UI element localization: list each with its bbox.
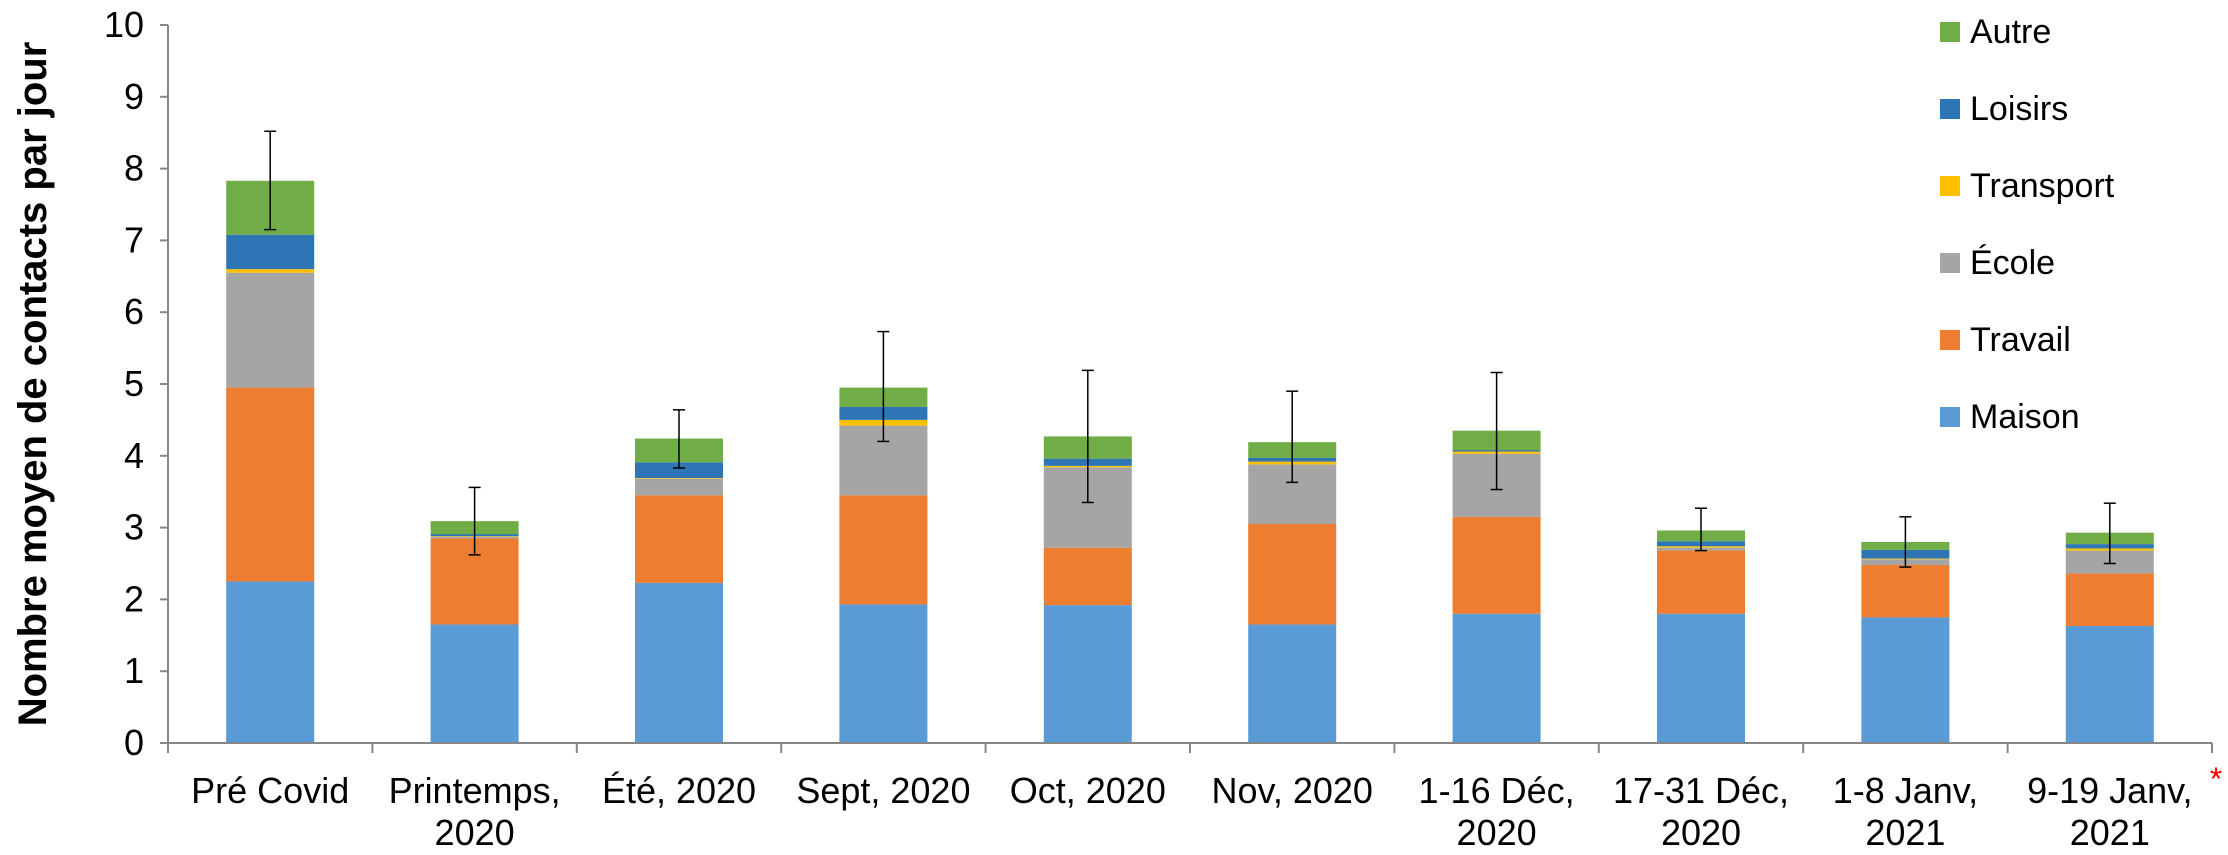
legend-swatch (1940, 99, 1960, 119)
x-category-label: Printemps, (389, 770, 561, 811)
x-category-label: Nov, 2020 (1211, 770, 1372, 811)
legend-label: Maison (1970, 398, 2080, 436)
bar-segment-maison (1043, 605, 1132, 743)
bar-segment-maison (839, 604, 928, 743)
y-tick-label: 4 (124, 435, 144, 476)
error-bars-layer (264, 130, 2116, 568)
y-tick-label: 9 (124, 76, 144, 117)
y-tick-label: 5 (124, 363, 144, 404)
bar-segment-maison (1861, 617, 1950, 743)
y-tick-label: 1 (124, 650, 144, 691)
bar-segment-ecole (226, 272, 315, 388)
axes-layer (160, 24, 2213, 753)
bar-segment-travail (839, 495, 928, 605)
legend-swatch (1940, 407, 1960, 427)
x-category-label: 2020 (435, 812, 515, 853)
x-category-label: 1-8 Janv, (1833, 770, 1978, 811)
legend-label: Transport (1970, 167, 2115, 205)
bar-segment-travail (2065, 573, 2154, 626)
x-category-label: 2020 (1661, 812, 1741, 853)
x-category-label: Sept, 2020 (796, 770, 970, 811)
y-axis-title: Nombre moyen de contacts par jour (11, 42, 55, 727)
legend-label: Autre (1970, 13, 2051, 51)
legend: Autre Loisirs Transport École Travail Maison (1940, 13, 2115, 436)
annotation-asterisk: * (2210, 761, 2222, 797)
bars-layer (226, 180, 2154, 743)
x-category-label: 1-16 Déc, (1419, 770, 1575, 811)
bar-segment-travail (635, 495, 723, 583)
x-category-label: 17-31 Déc, (1613, 770, 1789, 811)
bar-segment-maison (635, 582, 723, 743)
y-tick-labels: 0 1 2 3 4 5 6 7 8 9 10 (104, 4, 144, 763)
y-tick-label: 8 (124, 148, 144, 189)
y-tick-label: 3 (124, 507, 144, 548)
bar-segment-travail (1248, 524, 1337, 625)
legend-label: Travail (1970, 321, 2071, 359)
y-tick-label: 10 (104, 4, 144, 45)
legend-swatch (1940, 176, 1960, 196)
bar-segment-loisirs (226, 234, 315, 270)
x-category-label: 9-19 Janv, (2027, 770, 2192, 811)
bar-segment-travail (1043, 547, 1132, 606)
legend-swatch (1940, 330, 1960, 350)
bar-segment-maison (1657, 613, 1745, 743)
y-tick-label: 0 (124, 722, 144, 763)
legend-swatch (1940, 22, 1960, 42)
x-category-label: 2021 (2070, 812, 2150, 853)
bar-segment-travail (226, 387, 315, 582)
x-category-label: Oct, 2020 (1010, 770, 1166, 811)
x-category-label: 2020 (1457, 812, 1537, 853)
bar-segment-maison (1452, 613, 1541, 743)
legend-swatch (1940, 253, 1960, 273)
bar-segment-maison (430, 624, 519, 743)
x-category-label: Été, 2020 (602, 770, 756, 811)
bar-segment-travail (1452, 516, 1541, 614)
bar-segment-ecole (635, 478, 723, 496)
y-tick-label: 6 (124, 291, 144, 332)
legend-label: École (1970, 244, 2055, 282)
x-category-label: Pré Covid (191, 770, 349, 811)
bar-segment-transport (226, 269, 315, 273)
bar-segment-travail (1657, 550, 1745, 614)
bar-segment-maison (226, 581, 315, 743)
x-category-label: 2021 (1865, 812, 1945, 853)
bar-segment-loisirs (635, 462, 723, 479)
y-tick-label: 7 (124, 219, 144, 260)
y-tick-label: 2 (124, 578, 144, 619)
bar-segment-maison (2065, 625, 2154, 743)
legend-label: Loisirs (1970, 90, 2068, 128)
bar-segment-transport (635, 478, 723, 479)
bar-segment-travail (1861, 564, 1950, 618)
bar-segment-maison (1248, 624, 1337, 743)
